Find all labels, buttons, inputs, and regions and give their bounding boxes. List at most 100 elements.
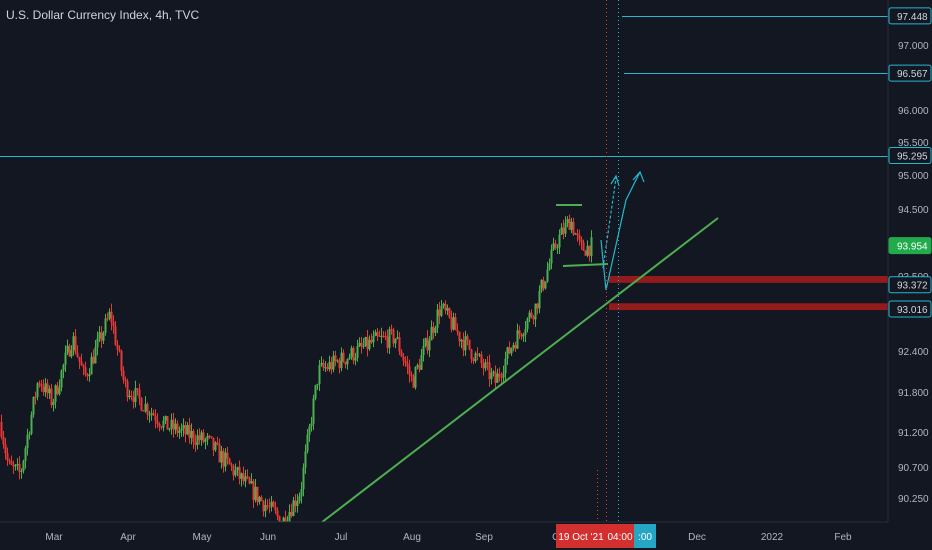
candle-body (152, 413, 155, 416)
candle-body (246, 476, 249, 478)
candle-body (384, 335, 387, 337)
price-tick-label: 95.000 (898, 171, 929, 182)
candle-body (584, 250, 587, 256)
candle-body (156, 420, 159, 425)
candle-body (0, 422, 3, 437)
candle-body (120, 351, 123, 371)
candle-body (154, 415, 157, 421)
candle-body (346, 359, 349, 365)
candle-body (524, 328, 527, 335)
candle-body (220, 451, 223, 463)
support-zone[interactable] (609, 276, 888, 283)
candle-body (324, 367, 327, 369)
candle-body (402, 356, 405, 361)
range-bottom-line[interactable] (562, 263, 609, 267)
price-axis[interactable] (888, 0, 932, 522)
candle-body (244, 476, 247, 482)
candle-body (272, 501, 275, 507)
candle-body (562, 227, 565, 234)
candle-body (490, 372, 493, 380)
candle-body (436, 309, 439, 328)
candle-body (546, 269, 549, 282)
candle-body (368, 339, 371, 349)
candle-body (222, 451, 225, 467)
candle-body (86, 374, 89, 377)
candle-body (162, 420, 165, 428)
candle-body (188, 424, 191, 438)
candle-body (500, 376, 503, 378)
candle-body (440, 305, 443, 316)
candle-body (142, 410, 145, 412)
candle-body (90, 356, 93, 375)
candle-body (432, 326, 435, 333)
candle-body (570, 221, 573, 230)
candle-body (528, 312, 531, 319)
candle-body (192, 430, 195, 443)
candle-body (410, 374, 413, 377)
candle-body (130, 395, 133, 398)
candle-body (240, 473, 243, 479)
candle-body (92, 356, 95, 364)
time-tag-label: 04:00 (607, 532, 632, 543)
candle-body (412, 376, 415, 388)
candle-body (414, 367, 417, 388)
drawings[interactable] (295, 170, 719, 543)
candle-body (502, 373, 505, 378)
price-tick-label: 90.700 (898, 463, 929, 474)
projection-path[interactable] (600, 171, 641, 291)
candle-body (136, 388, 139, 390)
candle-body (270, 501, 273, 507)
cursor-lines (597, 0, 619, 522)
candle-body (372, 335, 375, 343)
candle-body (84, 367, 87, 375)
candle-body (82, 365, 85, 368)
candle-body (566, 219, 569, 223)
candle-body (214, 442, 217, 451)
candle-body (452, 317, 455, 330)
candle-body (114, 326, 117, 345)
candle-body (138, 389, 141, 399)
candle-body (98, 332, 101, 339)
candle-body (24, 448, 27, 461)
price-tag (888, 64, 932, 82)
candle-body (556, 247, 559, 249)
candle-body (560, 227, 563, 235)
candle-body (332, 355, 335, 370)
candle-body (400, 351, 403, 357)
candle-body (424, 338, 427, 347)
candle-body (276, 510, 279, 517)
candle-body (112, 322, 115, 327)
candle-body (228, 458, 231, 465)
candle-body (174, 423, 177, 430)
candle-body (434, 327, 437, 333)
candle-body (172, 419, 175, 430)
candle-body (484, 362, 487, 369)
candle-body (104, 318, 107, 333)
candle-body (334, 355, 337, 361)
projection-path[interactable] (602, 177, 617, 269)
trendline[interactable] (295, 217, 719, 543)
price-tag-label: 97.448 (897, 12, 928, 23)
time-axis[interactable] (0, 522, 888, 550)
candle-body (322, 362, 325, 368)
support-zone[interactable] (609, 303, 888, 311)
candle-body (88, 374, 91, 377)
time-tick-label: Jul (335, 532, 348, 543)
candle-body (428, 340, 431, 351)
candle-body (526, 318, 529, 329)
candle-body (506, 347, 509, 359)
candle-body (588, 245, 591, 256)
candle-body (290, 511, 293, 517)
candle-body (196, 435, 199, 445)
candle-body (144, 403, 147, 412)
candle-body (18, 463, 21, 472)
candle-body (580, 239, 583, 243)
candle-body (170, 419, 173, 429)
candle-body (336, 360, 339, 362)
price-tags: 97.448 96.567 95.295 93.954 93.372 93.016 (888, 7, 932, 318)
candle-body (74, 336, 77, 353)
candle-body (350, 347, 353, 358)
candle-body (204, 439, 207, 442)
time-tag (634, 524, 656, 548)
